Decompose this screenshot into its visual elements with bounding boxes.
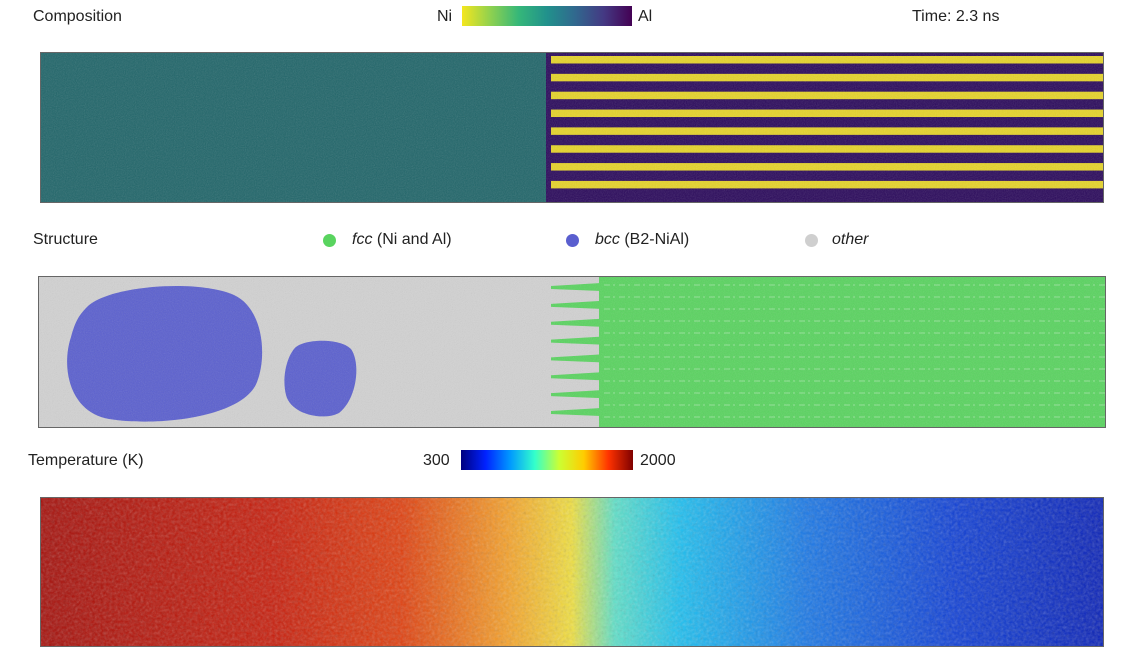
temperature-title: Temperature (K): [28, 452, 144, 469]
structure-map: [38, 276, 1106, 428]
composition-title: Composition: [33, 8, 122, 25]
temperature-map: [40, 497, 1104, 647]
structure-title: Structure: [33, 231, 98, 248]
composition-map: [40, 52, 1104, 203]
composition-colorbar-min-label: Ni: [437, 8, 453, 25]
legend-bcc-label: bcc (B2-NiAl): [595, 231, 690, 248]
composition-colorbar-max-label: Al: [638, 8, 653, 25]
legend-fcc-marker: [323, 234, 336, 247]
legend-fcc-label: fcc (Ni and Al): [352, 231, 452, 248]
temperature-colorbar-min-label: 300: [423, 452, 450, 469]
temperature-colorbar: [461, 450, 633, 470]
composition-colorbar: [462, 6, 632, 26]
legend-bcc-marker: [566, 234, 579, 247]
time-readout: Time: 2.3 ns: [912, 8, 1000, 25]
legend-other-label: other: [832, 231, 869, 248]
legend-other-marker: [805, 234, 818, 247]
temperature-colorbar-max-label: 2000: [640, 452, 676, 469]
